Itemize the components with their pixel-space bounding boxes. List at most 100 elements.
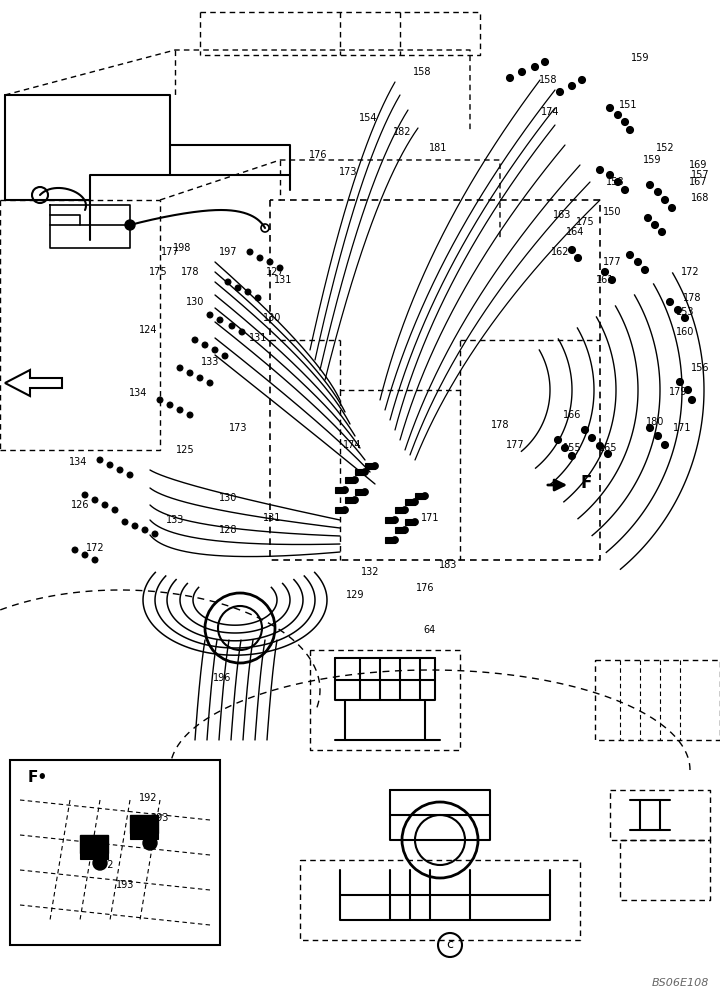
Circle shape bbox=[207, 312, 213, 318]
Text: 134: 134 bbox=[69, 457, 87, 467]
Circle shape bbox=[652, 222, 659, 229]
Text: 131: 131 bbox=[249, 333, 267, 343]
Circle shape bbox=[605, 450, 611, 458]
Circle shape bbox=[132, 523, 138, 529]
Text: 171: 171 bbox=[420, 513, 439, 523]
Circle shape bbox=[82, 552, 88, 558]
Text: 172: 172 bbox=[680, 267, 699, 277]
Text: 158: 158 bbox=[606, 177, 624, 187]
Circle shape bbox=[412, 498, 418, 506]
Text: BS06E108: BS06E108 bbox=[652, 978, 708, 988]
Circle shape bbox=[588, 434, 595, 442]
Text: 132: 132 bbox=[361, 567, 379, 577]
Circle shape bbox=[614, 111, 621, 118]
Circle shape bbox=[372, 462, 379, 470]
Circle shape bbox=[647, 424, 654, 432]
Text: 162: 162 bbox=[551, 247, 570, 257]
Bar bbox=[80, 853, 108, 859]
Circle shape bbox=[239, 329, 245, 335]
Circle shape bbox=[225, 279, 231, 285]
Circle shape bbox=[361, 468, 369, 476]
Circle shape bbox=[654, 432, 662, 440]
Bar bbox=[395, 507, 405, 513]
Circle shape bbox=[569, 246, 575, 253]
Circle shape bbox=[351, 477, 359, 484]
Circle shape bbox=[177, 365, 183, 371]
Bar bbox=[345, 477, 355, 483]
Text: 198: 198 bbox=[173, 243, 192, 253]
Text: 155: 155 bbox=[563, 443, 581, 453]
Bar bbox=[355, 469, 365, 475]
Text: 192: 192 bbox=[96, 860, 114, 870]
Text: 166: 166 bbox=[563, 410, 581, 420]
Bar bbox=[365, 463, 375, 469]
Circle shape bbox=[569, 452, 575, 460]
Circle shape bbox=[392, 536, 398, 544]
Circle shape bbox=[642, 266, 649, 273]
Circle shape bbox=[575, 254, 582, 261]
Circle shape bbox=[557, 89, 564, 96]
Circle shape bbox=[614, 178, 621, 186]
Text: 130: 130 bbox=[263, 313, 282, 323]
Bar bbox=[345, 497, 355, 503]
Circle shape bbox=[421, 492, 428, 499]
Text: 152: 152 bbox=[656, 143, 675, 153]
Circle shape bbox=[229, 323, 235, 329]
Bar bbox=[335, 487, 345, 493]
Circle shape bbox=[621, 186, 629, 194]
Circle shape bbox=[92, 497, 98, 503]
Circle shape bbox=[685, 386, 691, 393]
Text: 133: 133 bbox=[201, 357, 219, 367]
Circle shape bbox=[125, 220, 135, 230]
Circle shape bbox=[518, 68, 526, 76]
Text: 169: 169 bbox=[689, 160, 707, 170]
Circle shape bbox=[255, 295, 261, 301]
Circle shape bbox=[667, 298, 673, 306]
Text: 159: 159 bbox=[643, 155, 661, 165]
Bar bbox=[385, 517, 395, 523]
Circle shape bbox=[235, 285, 241, 291]
Circle shape bbox=[127, 472, 133, 478]
Text: 151: 151 bbox=[618, 100, 637, 110]
Circle shape bbox=[606, 172, 613, 178]
Circle shape bbox=[531, 64, 539, 70]
Text: 193: 193 bbox=[150, 813, 169, 823]
Circle shape bbox=[621, 118, 629, 125]
Bar bbox=[405, 499, 415, 505]
Circle shape bbox=[351, 496, 359, 504]
Circle shape bbox=[187, 412, 193, 418]
Text: 158: 158 bbox=[413, 67, 431, 77]
Text: 161: 161 bbox=[596, 275, 614, 285]
Circle shape bbox=[245, 289, 251, 295]
Circle shape bbox=[93, 856, 107, 870]
Text: 173: 173 bbox=[338, 167, 357, 177]
Text: 165: 165 bbox=[599, 443, 617, 453]
Circle shape bbox=[197, 375, 203, 381]
Text: 129: 129 bbox=[346, 590, 364, 600]
Circle shape bbox=[647, 182, 654, 188]
Circle shape bbox=[72, 547, 78, 553]
Circle shape bbox=[644, 215, 652, 222]
Text: 177: 177 bbox=[161, 247, 179, 257]
Text: 173: 173 bbox=[229, 423, 247, 433]
Circle shape bbox=[582, 426, 588, 434]
Text: 196: 196 bbox=[213, 673, 231, 683]
Text: F•: F• bbox=[28, 770, 48, 785]
Text: 131: 131 bbox=[274, 275, 292, 285]
Text: 156: 156 bbox=[690, 363, 709, 373]
Text: 126: 126 bbox=[71, 500, 89, 510]
Circle shape bbox=[222, 353, 228, 359]
Text: 131: 131 bbox=[263, 513, 282, 523]
Circle shape bbox=[677, 378, 683, 385]
Circle shape bbox=[187, 370, 193, 376]
Bar bbox=[335, 507, 345, 513]
Circle shape bbox=[412, 518, 418, 526]
Text: 183: 183 bbox=[438, 560, 457, 570]
Text: 125: 125 bbox=[176, 445, 194, 455]
Circle shape bbox=[541, 58, 549, 66]
Text: 163: 163 bbox=[553, 210, 571, 220]
Text: 175: 175 bbox=[149, 267, 167, 277]
Circle shape bbox=[675, 306, 682, 314]
Circle shape bbox=[277, 265, 283, 271]
Circle shape bbox=[97, 457, 103, 463]
